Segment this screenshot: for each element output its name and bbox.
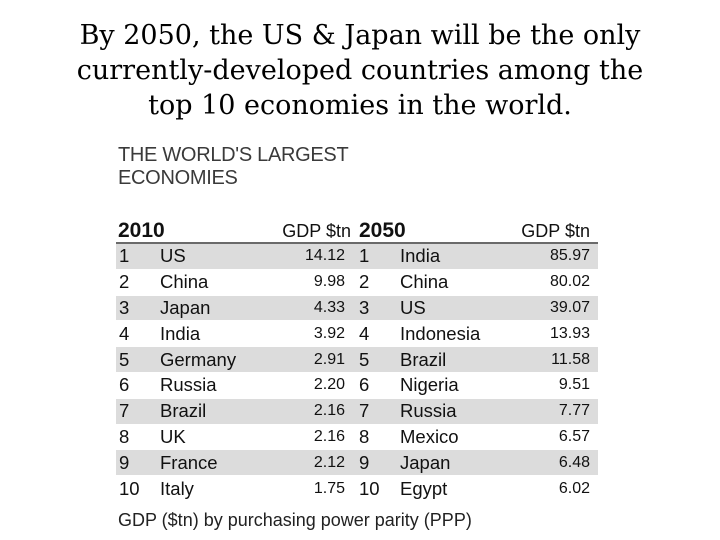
gdp-2050: 6.57 (558, 427, 590, 445)
rank-2050: 9 (359, 451, 370, 473)
header-year-2050: 2050 (359, 219, 406, 242)
rank-2010: 9 (119, 451, 130, 473)
rank-2010: 8 (119, 425, 130, 447)
gdp-2050: 39.07 (549, 298, 590, 316)
country-2050: Indonesia (400, 322, 481, 344)
country-2050: US (400, 296, 426, 318)
gdp-2010: 2.12 (313, 453, 345, 471)
rank-2010: 10 (119, 477, 140, 499)
country-2010: Germany (160, 348, 237, 370)
rank-2050: 2 (359, 271, 370, 293)
country-2010: Russia (160, 374, 217, 396)
rank-2050: 5 (359, 348, 370, 370)
gdp-2010: 14.12 (304, 247, 345, 265)
country-2010: Italy (160, 477, 194, 499)
country-2050: China (400, 271, 449, 293)
gdp-2010: 2.20 (313, 376, 345, 394)
rank-2050: 3 (359, 296, 370, 318)
country-2010: US (160, 245, 186, 267)
rank-2050: 8 (359, 425, 370, 447)
table-row: 10 Italy 1.75 10 Egypt 6.02 (116, 476, 598, 502)
figure-title-line-1: THE WORLD'S LARGEST (118, 144, 349, 166)
gdp-2050: 85.97 (549, 247, 590, 265)
country-2010: India (160, 322, 201, 344)
country-2010: China (160, 271, 209, 293)
table-row: 7 Brazil 2.16 7 Russia 7.77 (116, 398, 598, 425)
header-year-2010: 2010 (118, 219, 165, 242)
headline-line-2: currently-developed countries among the (76, 55, 644, 86)
gdp-2010: 4.33 (313, 298, 345, 316)
rank-2010: 7 (119, 400, 130, 422)
gdp-2050: 7.77 (558, 402, 590, 420)
table-row: 2 China 9.98 2 China 80.02 (116, 270, 598, 296)
gdp-2010: 2.91 (313, 350, 345, 368)
headline-line-3: top 10 economies in the world. (148, 90, 572, 121)
gdp-2010: 9.98 (313, 273, 345, 291)
gdp-2050: 6.02 (558, 479, 590, 497)
table-header: 2010 GDP $tn 2050 GDP $tn (116, 216, 598, 244)
headline: By 2050, the US & Japan will be the only… (0, 18, 720, 123)
table-row: 1 US 14.12 1 India 85.97 (116, 244, 598, 270)
rank-2010: 5 (119, 348, 130, 370)
gdp-2050: 80.02 (549, 273, 590, 291)
rank-2050: 6 (359, 374, 370, 396)
headline-line-1: By 2050, the US & Japan will be the only (79, 20, 641, 51)
country-2050: India (400, 245, 441, 267)
country-2050: Russia (400, 400, 457, 422)
footnote: GDP ($tn) by purchasing power parity (PP… (118, 510, 472, 530)
gdp-2010: 3.92 (313, 324, 345, 342)
country-2010: Brazil (160, 400, 207, 422)
country-2050: Japan (400, 451, 451, 473)
country-2050: Brazil (400, 348, 447, 370)
country-2010: Japan (160, 296, 211, 318)
rank-2050: 4 (359, 322, 370, 344)
country-2050: Egypt (400, 477, 448, 499)
country-2050: Nigeria (400, 374, 459, 396)
table-row: 4 India 3.92 4 Indonesia 13.93 (116, 321, 598, 348)
table-row: 6 Russia 2.20 6 Nigeria 9.51 (116, 373, 598, 399)
gdp-2010: 2.16 (313, 427, 345, 445)
rank-2010: 6 (119, 374, 130, 396)
table-row: 3 Japan 4.33 3 US 39.07 (116, 295, 598, 322)
table-body: 1 US 14.12 1 India 85.97 2 China 9.98 2 China 80.02… (116, 244, 598, 502)
gdp-2050: 6.48 (558, 453, 590, 471)
figure-title-line-2: ECONOMIES (118, 167, 238, 189)
country-2050: Mexico (400, 425, 459, 447)
figure-title: THE WORLD'S LARGEST ECONOMIES (118, 144, 349, 190)
rank-2010: 3 (119, 296, 130, 318)
gdp-2050: 13.93 (549, 324, 590, 342)
rank-2010: 1 (119, 245, 130, 267)
table-row: 5 Germany 2.91 5 Brazil 11.58 (116, 347, 598, 373)
country-2010: UK (160, 425, 186, 447)
gdp-2050: 9.51 (558, 376, 590, 394)
rank-2050: 10 (359, 477, 380, 499)
rank-2010: 4 (119, 322, 130, 344)
gdp-2050: 11.58 (551, 350, 590, 368)
gdp-2010: 1.75 (313, 479, 345, 497)
header-gdp-2050: GDP $tn (521, 221, 590, 241)
economies-table: 2010 GDP $tn 2050 GDP $tn 1 US 14.12 1 India… (116, 216, 598, 502)
table-row: 8 UK 2.16 8 Mexico 6.57 (116, 425, 598, 451)
rank-2050: 1 (359, 245, 370, 267)
rank-2010: 2 (119, 271, 130, 293)
gdp-2010: 2.16 (313, 402, 345, 420)
table-row: 9 France 2.12 9 Japan 6.48 (116, 450, 598, 477)
country-2010: France (160, 451, 218, 473)
header-gdp-2010: GDP $tn (282, 221, 351, 241)
rank-2050: 7 (359, 400, 370, 422)
